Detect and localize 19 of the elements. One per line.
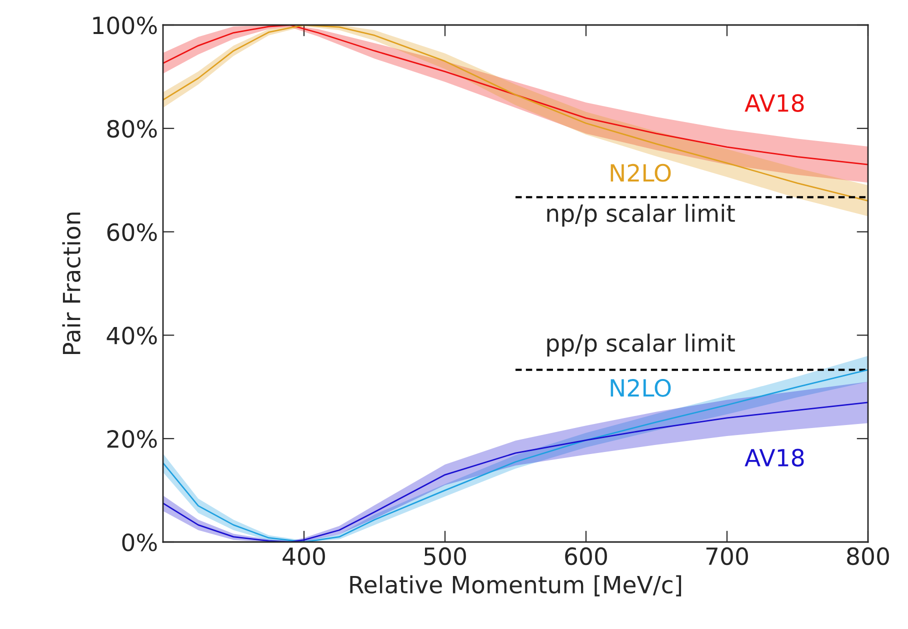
x-tick-label: 400 xyxy=(282,547,325,566)
annotation: np/p scalar limit xyxy=(547,204,735,227)
series-label: N2LO xyxy=(610,164,671,182)
x-tick-label: 800 xyxy=(847,547,889,566)
y-tick-label: 20% xyxy=(107,430,157,448)
series-label: AV18 xyxy=(744,94,804,112)
series-label: N2LO xyxy=(610,378,671,397)
x-axis-title: Relative Momentum [MeV/c] xyxy=(350,575,682,596)
y-tick-label: 100% xyxy=(93,16,157,34)
annotation: pp/p scalar limit xyxy=(547,334,735,356)
y-tick-label: 0% xyxy=(122,533,157,552)
y-axis-title: Pair Fraction xyxy=(62,212,81,354)
y-tick-label: 40% xyxy=(106,326,157,345)
x-tick-label: 700 xyxy=(706,547,748,566)
y-tick-label: 80% xyxy=(107,120,157,138)
x-tick-label: 600 xyxy=(565,547,607,566)
y-tick-label: 60% xyxy=(107,223,157,242)
series-label: AV18 xyxy=(744,448,804,467)
x-tick-label: 500 xyxy=(424,547,466,566)
